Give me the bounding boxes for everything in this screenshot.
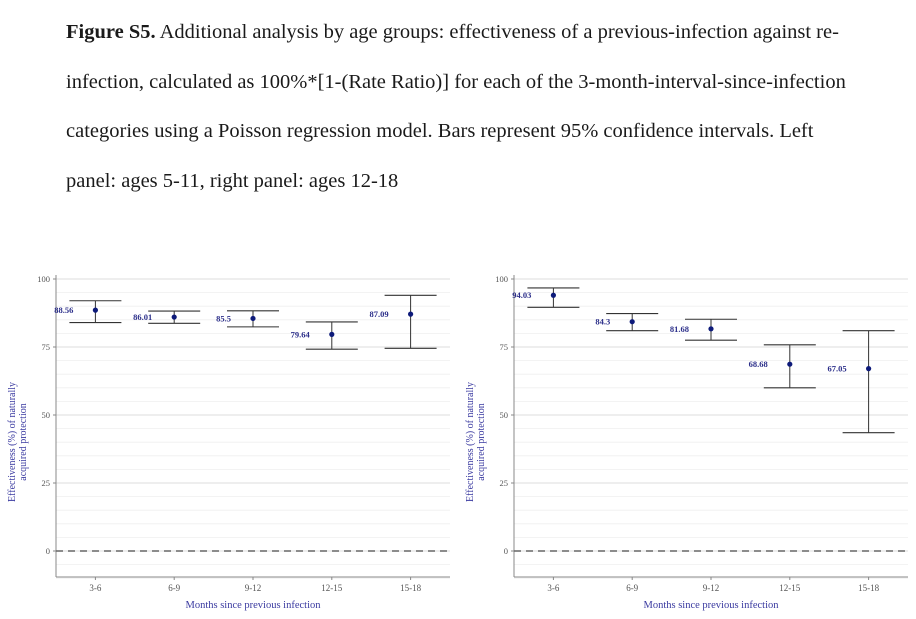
data-label: 85.5 — [216, 313, 231, 323]
data-point — [408, 311, 414, 317]
figure-caption-text: Additional analysis by age groups: effec… — [66, 21, 846, 192]
data-label: 79.64 — [291, 329, 311, 339]
y-tick-label: 0 — [504, 546, 508, 556]
x-tick-label: 6-9 — [168, 583, 180, 593]
data-point — [550, 292, 556, 298]
data-label: 67.05 — [827, 364, 846, 374]
data-label: 88.56 — [54, 305, 73, 315]
data-label: 94.03 — [512, 290, 531, 300]
data-point — [708, 326, 714, 332]
y-axis-title-line2: acquired protection — [476, 403, 487, 480]
data-point — [250, 315, 256, 322]
y-tick-label: 50 — [500, 410, 509, 420]
x-axis-title: Months since previous infection — [643, 600, 779, 611]
y-tick-label: 100 — [37, 274, 50, 284]
x-axis-title: Months since previous infection — [185, 600, 321, 611]
chart-panel-right: 0 25 50 75 100 3-6 6-9 9-12 12-15 15-18 94.03 84.3 8… — [465, 274, 908, 611]
data-label: 87.09 — [369, 309, 388, 319]
y-axis-title-line1: Effectiveness (%) of naturally — [465, 382, 476, 502]
y-tick-label: 75 — [42, 342, 51, 352]
data-label: 84.3 — [595, 317, 610, 327]
data-label: 86.01 — [133, 312, 152, 322]
y-tick-label: 25 — [500, 478, 509, 488]
x-tick-label: 12-15 — [321, 583, 342, 593]
y-tick-label: 75 — [500, 342, 509, 352]
data-point — [787, 361, 793, 367]
data-point — [329, 331, 335, 337]
x-tick-label: 3-6 — [89, 583, 101, 593]
y-axis-title: Effectiveness (%) of naturallyacquired p… — [465, 382, 487, 502]
data-point — [171, 314, 177, 320]
x-tick-label: 9-12 — [245, 583, 262, 593]
y-tick-label: 50 — [42, 410, 51, 420]
data-label: 81.68 — [670, 324, 689, 334]
y-tick-label: 25 — [42, 478, 51, 488]
x-tick-label: 12-15 — [779, 583, 800, 593]
figure-label: Figure S5. — [66, 21, 156, 43]
y-axis-title: Effectiveness (%) of naturallyacquired p… — [7, 382, 29, 502]
data-point — [629, 319, 635, 325]
x-tick-label: 15-18 — [858, 583, 879, 593]
x-tick-label: 3-6 — [547, 583, 559, 593]
x-tick-label: 9-12 — [703, 583, 720, 593]
y-axis-title-line2: acquired protection — [18, 403, 29, 480]
figure-caption: Figure S5. Additional analysis by age gr… — [66, 8, 866, 206]
data-label: 68.68 — [749, 359, 768, 369]
x-tick-label: 6-9 — [626, 583, 638, 593]
y-tick-label: 0 — [46, 546, 50, 556]
x-tick-label: 15-18 — [400, 583, 421, 593]
chart-panel-left: 0 25 50 75 100 3-6 6-9 9-12 12-15 15-18 88.56 86.01… — [7, 274, 450, 611]
data-point — [866, 366, 872, 372]
y-tick-label: 100 — [495, 274, 508, 284]
data-point — [92, 307, 98, 313]
y-axis-title-line1: Effectiveness (%) of naturally — [7, 382, 18, 502]
